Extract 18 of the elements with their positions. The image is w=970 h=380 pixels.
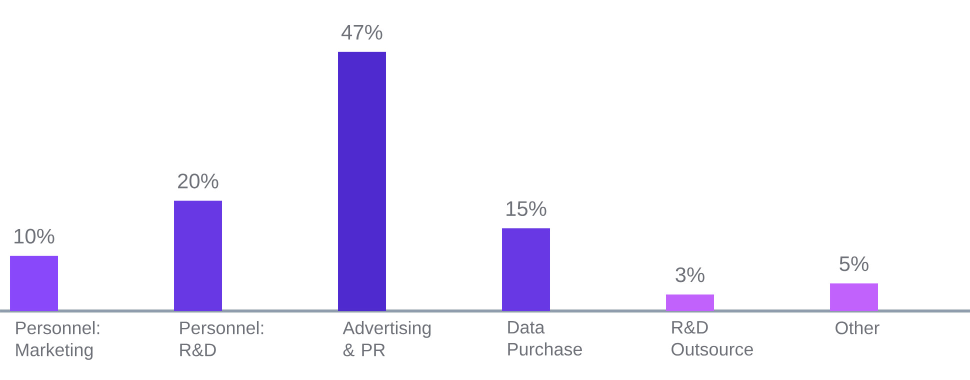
data-label: 20%	[178, 174, 218, 188]
bar	[10, 256, 58, 311]
bar	[502, 228, 550, 311]
bar	[174, 200, 222, 311]
data-label: 15%	[506, 201, 546, 216]
bar	[666, 294, 714, 311]
x-tick-label: R&D Outsource	[672, 321, 753, 356]
data-label: 47%	[341, 24, 382, 40]
data-label: 10%	[14, 228, 54, 244]
x-tick-label: Personnel: R&D	[180, 321, 264, 356]
data-label: 5%	[840, 256, 868, 272]
bar	[830, 283, 878, 311]
x-tick-label: Data Purchase	[508, 321, 582, 356]
x-tick-label: Advertising & PR	[342, 321, 431, 356]
data-label: 3%	[676, 267, 704, 282]
x-tick-label: Other	[836, 321, 880, 334]
bar	[338, 52, 386, 311]
x-tick-label: Personnel: Marketing	[16, 321, 100, 360]
